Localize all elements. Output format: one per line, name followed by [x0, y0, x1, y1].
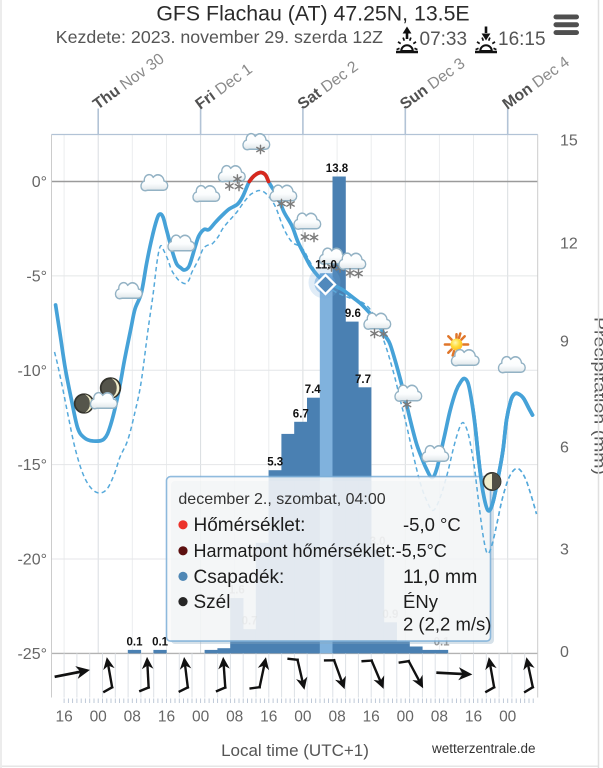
svg-text:Local time (UTC+1): Local time (UTC+1)	[221, 741, 369, 760]
svg-text:0°: 0°	[32, 174, 47, 191]
svg-text:08: 08	[124, 709, 141, 726]
svg-text:-20°: -20°	[17, 552, 47, 569]
svg-text:13.8: 13.8	[326, 163, 349, 175]
svg-text:-15°: -15°	[17, 457, 47, 474]
svg-text:16: 16	[55, 709, 72, 726]
svg-text:16: 16	[465, 709, 482, 726]
svg-text:00: 00	[397, 709, 415, 726]
svg-text:0: 0	[560, 644, 569, 661]
svg-text:08: 08	[226, 709, 243, 726]
svg-text:11.0: 11.0	[315, 260, 337, 272]
svg-text:-5,0 °C: -5,0 °C	[403, 514, 461, 535]
svg-text:16: 16	[260, 709, 277, 726]
svg-text:Harmatpont hőmérséklet:-5,5°C: Harmatpont hőmérséklet:-5,5°C	[194, 541, 447, 561]
svg-text:16: 16	[363, 709, 380, 726]
svg-text:december 2., szombat, 04:00: december 2., szombat, 04:00	[178, 491, 385, 508]
svg-text:Szél: Szél	[194, 592, 231, 613]
svg-text:15: 15	[560, 133, 578, 150]
svg-text:-25°: -25°	[17, 646, 47, 663]
svg-text:Hőmérséklet:: Hőmérséklet:	[194, 515, 306, 536]
svg-text:GFS Flachau (AT) 47.25N, 13.5E: GFS Flachau (AT) 47.25N, 13.5E	[156, 2, 469, 26]
svg-text:16:15: 16:15	[498, 29, 546, 50]
svg-text:00: 00	[499, 709, 517, 726]
svg-text:6: 6	[560, 440, 569, 457]
svg-text:Csapadék:: Csapadék:	[194, 567, 285, 588]
svg-text:ÉNy: ÉNy	[403, 591, 439, 612]
svg-text:7.7: 7.7	[355, 374, 371, 386]
svg-text:2 (2,2 m/s): 2 (2,2 m/s)	[403, 614, 491, 635]
svg-text:00: 00	[294, 709, 312, 726]
svg-text:3: 3	[560, 542, 569, 559]
svg-text:08: 08	[431, 709, 448, 726]
svg-text:Kezdete: 2023. november 29. sz: Kezdete: 2023. november 29. szerda 12Z	[56, 27, 383, 47]
svg-text:wetterzentrale.de: wetterzentrale.de	[431, 741, 536, 756]
svg-text:5.3: 5.3	[267, 457, 283, 469]
svg-text:00: 00	[192, 709, 210, 726]
svg-text:7.4: 7.4	[305, 384, 322, 396]
svg-text:0.1: 0.1	[127, 636, 144, 648]
svg-text:12: 12	[560, 236, 578, 253]
svg-text:-5°: -5°	[26, 268, 47, 285]
svg-text:07:33: 07:33	[420, 29, 468, 50]
svg-text:16: 16	[158, 709, 175, 726]
svg-text:0.1: 0.1	[152, 636, 169, 648]
svg-text:00: 00	[90, 709, 108, 726]
svg-text:08: 08	[328, 709, 345, 726]
svg-text:Precipitation (mm): Precipitation (mm)	[591, 317, 603, 475]
svg-text:9.6: 9.6	[345, 308, 361, 320]
svg-text:9: 9	[560, 334, 569, 351]
svg-text:-10°: -10°	[17, 363, 47, 380]
svg-text:11,0 mm: 11,0 mm	[403, 566, 477, 588]
svg-text:6.7: 6.7	[293, 408, 309, 420]
